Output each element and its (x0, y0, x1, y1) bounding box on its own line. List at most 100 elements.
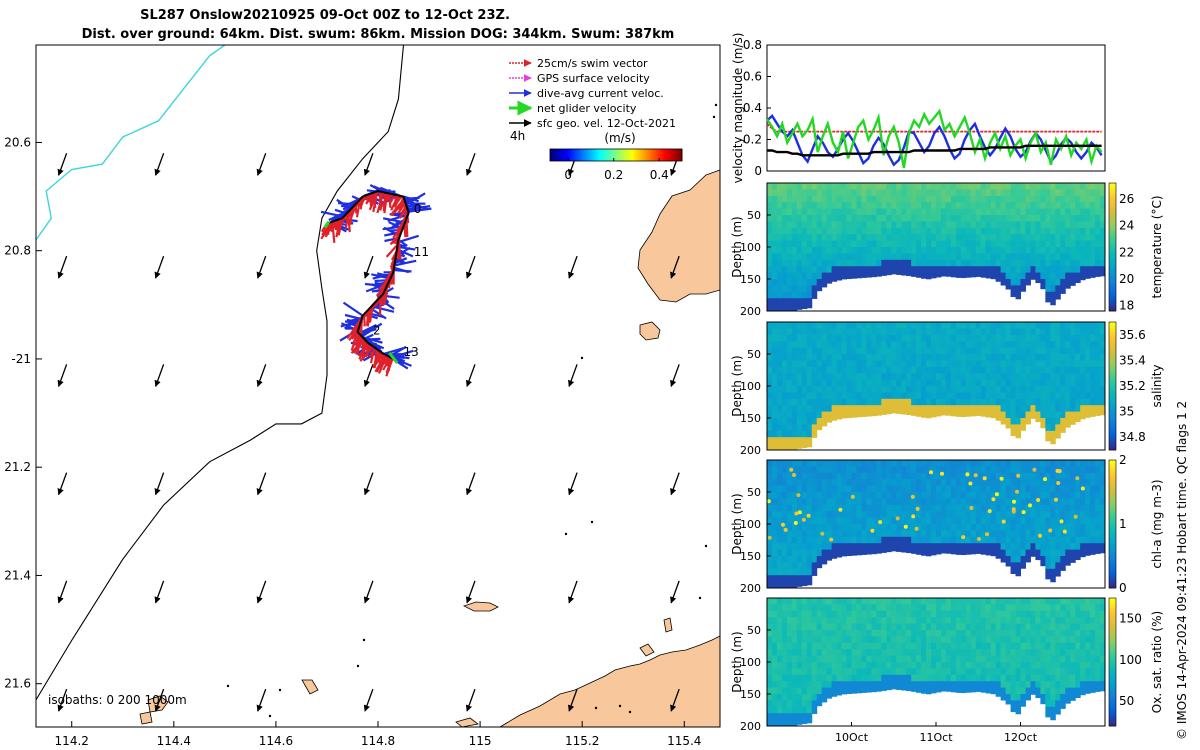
section-cell (831, 511, 838, 519)
section-cell (801, 581, 808, 587)
section-cell (901, 195, 907, 203)
section-cell (1000, 617, 1007, 625)
section-cell (970, 662, 977, 669)
section-cell (856, 183, 862, 190)
section-cell (816, 668, 823, 676)
section-cell (1025, 543, 1031, 551)
section-cell (931, 604, 937, 612)
section-cell (1020, 259, 1026, 267)
section-cell (781, 379, 788, 387)
section-cell (911, 183, 917, 190)
section-cell (945, 536, 952, 544)
section-cell (791, 253, 798, 261)
section-cell (1025, 208, 1031, 216)
section-cell (950, 517, 957, 525)
section-cell (921, 617, 927, 625)
section-cell (876, 341, 882, 349)
section-cell (851, 366, 857, 374)
section-cell (796, 398, 803, 406)
section-cell (811, 655, 818, 663)
section-cell (906, 266, 912, 274)
section-cell (1035, 479, 1041, 487)
section-cell (1065, 460, 1071, 467)
section-cell (960, 411, 967, 418)
section-cell (796, 636, 803, 644)
section-cell (970, 373, 977, 381)
section-cell (811, 687, 818, 695)
section-cell (990, 334, 997, 342)
section-cell (896, 536, 902, 544)
section-cell (767, 630, 773, 637)
section-cell (980, 373, 987, 381)
section-cell (767, 183, 773, 190)
geo-vector-5-2 (256, 688, 267, 712)
section-cell (821, 604, 828, 612)
section-cell (861, 517, 867, 525)
section-cell (816, 694, 823, 701)
section-cell (1000, 328, 1007, 336)
section-cell (1065, 202, 1071, 210)
section-cell (786, 334, 793, 342)
section-cell (1010, 466, 1017, 474)
section-cell (786, 360, 793, 368)
section-cell (886, 202, 892, 210)
section-cell (995, 354, 1002, 361)
section-cell (936, 543, 942, 551)
section-cell (816, 674, 823, 682)
section-cell (786, 240, 793, 248)
section-cell (931, 334, 937, 342)
map-xtick-label: 114.8 (361, 734, 395, 748)
section-cell (931, 460, 937, 467)
geo-vector-1-3 (363, 255, 374, 279)
section-cell (926, 479, 932, 487)
section-cell (1080, 183, 1086, 190)
section-cell (771, 266, 778, 274)
section-cell (965, 504, 972, 512)
land-polygon-6 (455, 717, 479, 728)
section-cell (831, 373, 838, 381)
section-cell (1045, 543, 1051, 551)
section-cell (1005, 328, 1012, 336)
section-cell (1000, 530, 1007, 538)
section-cell (831, 498, 838, 506)
section-cell (980, 266, 987, 274)
section-cell (945, 272, 952, 277)
section-cell (1050, 247, 1056, 254)
section-cell (945, 227, 952, 235)
section-cell (901, 272, 907, 276)
section-cell (811, 418, 818, 425)
section-cell (1025, 517, 1031, 525)
section-cell (841, 405, 848, 413)
section-cell (831, 681, 838, 689)
section-cell (985, 623, 992, 631)
section-cell (801, 479, 808, 487)
section-cell (796, 700, 803, 708)
section-cell (960, 405, 967, 413)
section-cell (781, 498, 788, 506)
section-cell (1005, 272, 1012, 280)
section-cell (776, 291, 783, 299)
section-cell (950, 530, 957, 538)
section-cell (965, 221, 972, 229)
section-cell (806, 405, 813, 413)
section-cell (886, 536, 892, 544)
section-cell (821, 240, 828, 248)
section-cell (767, 598, 773, 605)
section-cell (955, 272, 962, 278)
section-cell (841, 504, 848, 512)
section-cell (831, 183, 838, 190)
section-cell (1000, 674, 1007, 682)
chla-dot (1062, 529, 1067, 534)
section-cell (1005, 623, 1012, 631)
section-cell (1005, 202, 1012, 210)
section-cell (945, 687, 952, 692)
section-cell (1025, 479, 1031, 487)
section-cell (801, 556, 808, 563)
section-cell (846, 681, 852, 689)
section-cell (1085, 183, 1091, 190)
section-cell (791, 568, 798, 576)
section-cell (826, 392, 833, 400)
section-cell (1080, 227, 1086, 235)
section-cell (1060, 234, 1066, 242)
section-cell (796, 687, 803, 695)
